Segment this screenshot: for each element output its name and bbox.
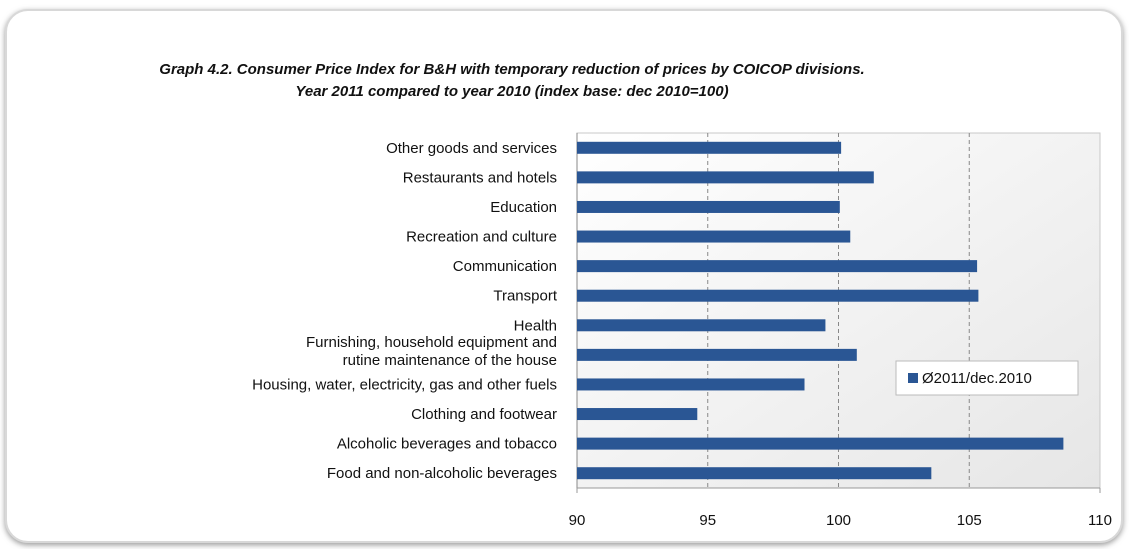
bar xyxy=(577,171,874,184)
bar xyxy=(577,378,805,391)
bar xyxy=(577,408,698,421)
y-tick-label: Transport xyxy=(493,288,557,305)
y-tick-label: Housing, water, electricity, gas and oth… xyxy=(252,376,557,393)
y-tick-label: Clothing and footwear xyxy=(411,406,557,423)
y-tick-label: Health xyxy=(514,317,557,334)
bar xyxy=(577,348,857,361)
bar xyxy=(577,141,842,154)
bar xyxy=(577,200,840,213)
y-tick-label: Restaurants and hotels xyxy=(403,169,557,186)
y-tick-label: Communication xyxy=(453,258,557,275)
legend-box xyxy=(895,360,1079,396)
x-tick-label: 105 xyxy=(957,512,982,529)
x-tick-label: 95 xyxy=(699,512,716,529)
bar xyxy=(577,437,1064,450)
y-tick-label: Recreation and culture xyxy=(406,229,557,246)
y-tick-label: Other goods and services xyxy=(386,140,557,157)
legend-label: Ø2011/dec.2010 xyxy=(922,370,1032,387)
bar xyxy=(577,260,978,273)
bar xyxy=(577,319,826,332)
bar xyxy=(577,230,851,243)
chart-subtitle: Year 2011 compared to year 2010 (index b… xyxy=(295,83,728,100)
chart-title: Graph 4.2. Consumer Price Index for B&H … xyxy=(159,61,864,78)
y-tick-label: Food and non-alcoholic beverages xyxy=(327,465,557,482)
x-tick-label: 110 xyxy=(1088,512,1112,529)
x-tick-label: 100 xyxy=(826,512,851,529)
y-tick-label: Education xyxy=(490,199,557,216)
bar xyxy=(577,289,979,302)
y-tick-label: Furnishing, household equipment and rutin… xyxy=(306,334,557,369)
x-tick-label: 90 xyxy=(569,512,586,529)
y-tick-label: Alcoholic beverages and tobacco xyxy=(337,436,557,453)
bar xyxy=(577,467,932,480)
legend-swatch xyxy=(908,373,918,383)
